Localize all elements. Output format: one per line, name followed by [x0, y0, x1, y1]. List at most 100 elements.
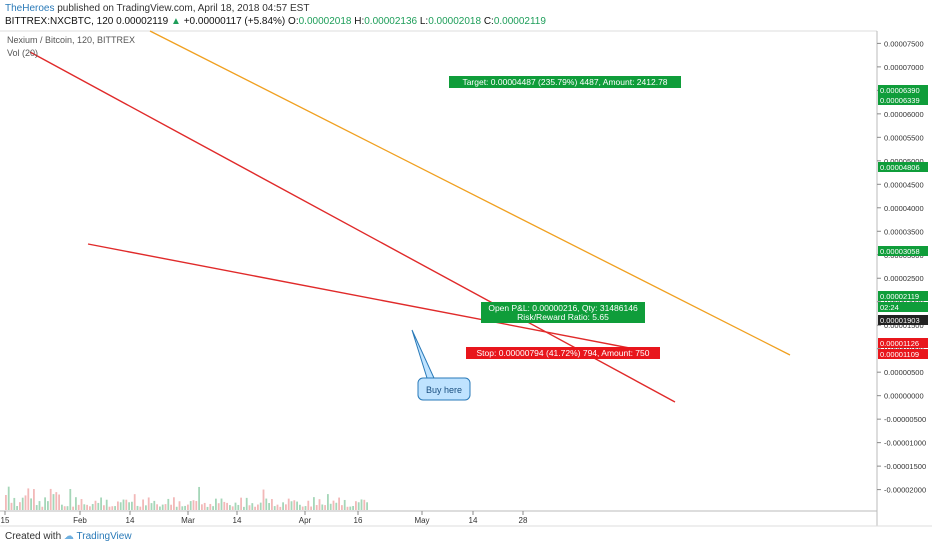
- volume-bar: [285, 504, 287, 510]
- y-axis-ticks: 0.000075000.000070000.000065000.00006000…: [877, 39, 926, 495]
- volume-bar: [262, 489, 265, 510]
- volume-bar: [304, 506, 307, 510]
- red-trend-line[interactable]: [29, 51, 676, 403]
- x-tick-label: 14: [233, 516, 242, 525]
- volume-bar: [327, 494, 329, 510]
- volume-bar: [161, 504, 164, 510]
- high-value: 0.00002136: [364, 16, 418, 27]
- volume-bars: [5, 486, 368, 510]
- callout-pointer: [411, 329, 435, 379]
- x-tick-label: Apr: [299, 516, 312, 525]
- price-label-box: [878, 338, 928, 348]
- open-pnl-label: Open P&L: 0.00000216, Qty: 31486146: [488, 303, 638, 313]
- volume-bar: [175, 506, 178, 510]
- volume-bar: [206, 506, 209, 510]
- target-label-box: [449, 76, 681, 88]
- volume-bar: [128, 502, 130, 510]
- x-tick-label: 16: [354, 516, 363, 525]
- volume-bar: [212, 506, 214, 510]
- volume-bar: [341, 505, 343, 510]
- price-label-box: [878, 315, 928, 325]
- volume-bar: [248, 505, 251, 510]
- volume-bar: [5, 495, 7, 510]
- volume-bar: [16, 506, 18, 510]
- volume-bar: [142, 499, 144, 510]
- price-change: +0.00000117 (+5.84%): [183, 16, 286, 27]
- volume-bar: [245, 497, 248, 510]
- volume-bar: [41, 506, 44, 510]
- volume-bar: [145, 505, 147, 510]
- volume-bar: [44, 497, 46, 510]
- volume-bar: [100, 497, 102, 510]
- volume-bar: [296, 501, 298, 510]
- close-value: 0.00002119: [493, 16, 546, 27]
- volume-bar: [366, 502, 368, 510]
- volume-bar: [55, 492, 58, 510]
- footer: Created with ☁ TradingView: [5, 531, 132, 542]
- published-text: published on TradingView.com, April 18, …: [57, 3, 310, 14]
- last-price: 0.00002119: [116, 16, 169, 27]
- red-resistance-line[interactable]: [87, 243, 641, 351]
- volume-bar: [234, 502, 237, 510]
- volume-bar: [215, 498, 217, 510]
- x-tick-label: 14: [126, 516, 135, 525]
- volume-bar: [49, 488, 52, 510]
- volume-bar: [343, 499, 346, 510]
- volume-bar: [24, 495, 27, 510]
- volume-bar: [75, 497, 77, 510]
- x-tick-label: Feb: [73, 516, 87, 525]
- y-tick-label: -0.00002000: [884, 486, 926, 495]
- volume-bar: [220, 498, 223, 510]
- volume-bar: [324, 505, 326, 510]
- volume-bar: [254, 506, 256, 510]
- y-tick-label: 0.00000500: [884, 368, 924, 377]
- volume-bar: [310, 506, 312, 510]
- volume-bar: [352, 506, 354, 510]
- price-label-box: [878, 291, 928, 301]
- volume-bar: [133, 494, 136, 510]
- close-label: C:: [483, 16, 494, 27]
- volume-bar: [164, 504, 167, 510]
- volume-bar: [147, 497, 150, 510]
- volume-bar: [318, 499, 321, 510]
- low-label: L:: [419, 16, 429, 27]
- stop-label: Stop: 0.00000794 (41.72%) 794, Amount: 7…: [477, 348, 650, 358]
- volume-bar: [203, 502, 206, 510]
- volume-bar: [187, 504, 189, 510]
- y-tick-label: -0.00000500: [884, 415, 926, 424]
- volume-bar: [10, 502, 13, 510]
- volume-bar: [52, 494, 55, 510]
- volume-bar: [66, 506, 69, 510]
- price-label-text: 02:24: [880, 303, 899, 312]
- volume-bar: [58, 494, 60, 510]
- volume-bar: [259, 502, 262, 510]
- volume-bar: [150, 503, 153, 510]
- volume-bar: [89, 506, 91, 510]
- price-label-box: [878, 246, 928, 256]
- publisher-link[interactable]: TheHeroes: [5, 3, 55, 14]
- risk-reward-label: Risk/Reward Ratio: 5.65: [517, 312, 609, 322]
- volume-bar: [97, 502, 100, 510]
- orange-trend-line[interactable]: [149, 30, 791, 356]
- volume-bar: [243, 506, 245, 510]
- price-label-text: 0.00003058: [880, 247, 920, 256]
- volume-bar: [114, 506, 116, 510]
- volume-legend: Vol (20): [7, 48, 38, 58]
- price-label-text: 0.00001109: [880, 350, 919, 359]
- volume-bar: [181, 506, 184, 510]
- volume-bar: [268, 503, 270, 510]
- volume-bar: [332, 500, 335, 510]
- volume-bar: [139, 506, 142, 510]
- x-tick-label: Mar: [181, 516, 195, 525]
- y-tick-label: 0.00001500: [884, 321, 924, 330]
- tradingview-link[interactable]: TradingView: [76, 531, 132, 542]
- volume-bar: [108, 506, 111, 510]
- price-label-text: 0.00002119: [880, 292, 919, 301]
- volume-bar: [33, 489, 35, 510]
- volume-bar: [27, 488, 30, 510]
- buy-here-callout[interactable]: [417, 377, 471, 401]
- tradingview-cloud-icon: ☁: [63, 531, 74, 542]
- volume-bar: [122, 499, 125, 510]
